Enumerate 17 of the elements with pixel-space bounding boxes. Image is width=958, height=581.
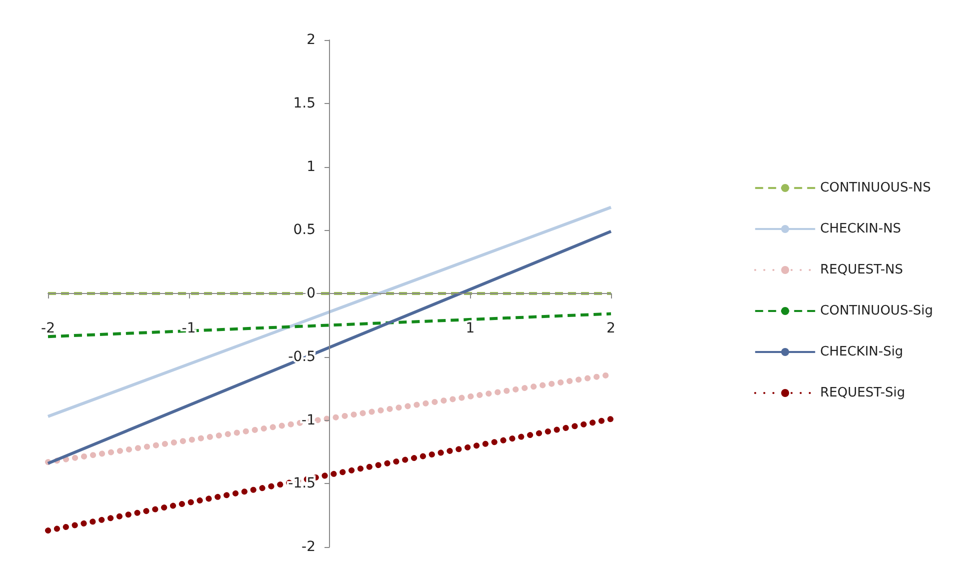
x-tick-label: -1 bbox=[182, 320, 196, 336]
x-tick-label: 2 bbox=[606, 320, 616, 336]
legend-label: REQUEST-NS bbox=[820, 262, 904, 278]
x-tick-label: 1 bbox=[466, 320, 475, 336]
legend-label: CHECKIN-Sig bbox=[820, 344, 904, 360]
legend-label: CHECKIN-NS bbox=[820, 222, 902, 236]
y-tick-label: 0.5 bbox=[293, 222, 316, 238]
y-tick-label: -2 bbox=[302, 539, 316, 555]
y-tick-label: 2 bbox=[306, 32, 316, 48]
y-tick-label: 1.5 bbox=[293, 95, 316, 112]
y-tick-label: 1 bbox=[306, 158, 316, 175]
y-tick-label: -1.5 bbox=[288, 476, 316, 492]
y-tick-label: -1 bbox=[302, 412, 316, 428]
legend-label: CONTINUOUS-Sig bbox=[820, 304, 934, 318]
legend-label: CONTINUOUS-NS bbox=[820, 180, 931, 196]
x-tick-label: -2 bbox=[41, 320, 55, 336]
legend-label: REQUEST-Sig bbox=[820, 386, 906, 400]
